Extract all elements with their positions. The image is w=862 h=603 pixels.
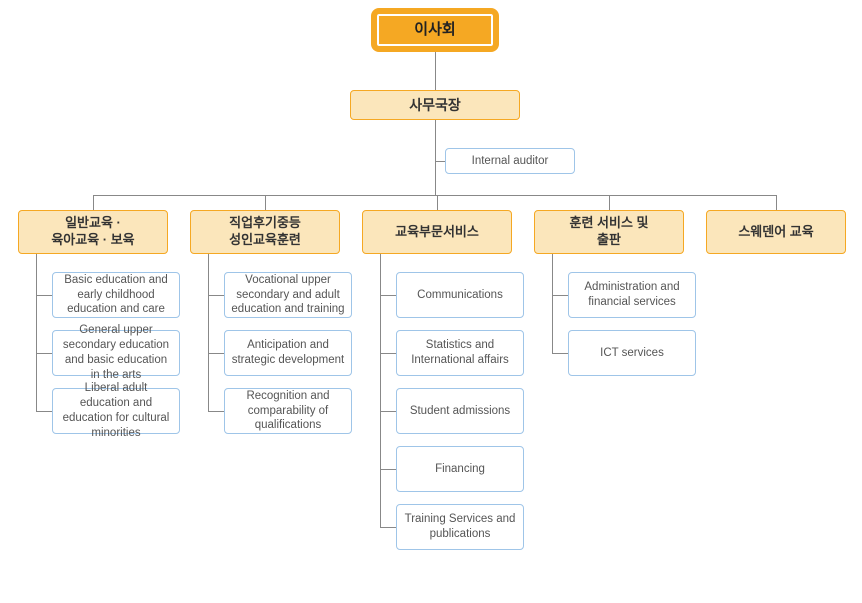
connector-line	[93, 195, 776, 196]
connector-line	[380, 411, 396, 412]
connector-line	[380, 469, 396, 470]
node-sub-1-0: Vocational upper secondary and adult edu…	[224, 272, 352, 318]
connector-line	[552, 254, 553, 353]
connector-line	[776, 195, 777, 210]
connector-line	[552, 295, 568, 296]
connector-line	[552, 353, 568, 354]
node-secretary: 사무국장	[350, 90, 520, 120]
node-sub-3-0: Administration and financial services	[568, 272, 696, 318]
org-chart: 이사회사무국장 Internal auditor 일반교육 ·육아교육 · 보육 직업…	[10, 10, 852, 593]
node-dept-2: 교육부문서비스	[362, 210, 512, 254]
connector-line	[36, 411, 52, 412]
node-dept-3: 훈련 서비스 및출판	[534, 210, 684, 254]
connector-line	[208, 254, 209, 411]
connector-line	[435, 52, 436, 90]
connector-line	[265, 195, 266, 210]
connector-line	[609, 195, 610, 210]
connector-line	[208, 411, 224, 412]
connector-line	[380, 527, 396, 528]
node-sub-2-3: Financing	[396, 446, 524, 492]
node-auditor: Internal auditor	[445, 148, 575, 174]
node-sub-0-1: General upper secondary education and ba…	[52, 330, 180, 376]
connector-line	[36, 295, 52, 296]
connector-line	[36, 254, 37, 411]
connector-line	[380, 295, 396, 296]
connector-line	[435, 161, 445, 162]
node-sub-1-1: Anticipation and strategic development	[224, 330, 352, 376]
connector-line	[208, 295, 224, 296]
connector-line	[208, 353, 224, 354]
connector-line	[437, 195, 438, 210]
node-dept-1: 직업후기중등성인교육훈련	[190, 210, 340, 254]
node-sub-0-0: Basic education and early childhood educ…	[52, 272, 180, 318]
node-sub-2-1: Statistics and International affairs	[396, 330, 524, 376]
node-dept-4: 스웨덴어 교육	[706, 210, 846, 254]
node-sub-0-2: Liberal adult education and education fo…	[52, 388, 180, 434]
node-sub-3-1: ICT services	[568, 330, 696, 376]
node-dept-0: 일반교육 ·육아교육 · 보육	[18, 210, 168, 254]
connector-line	[380, 353, 396, 354]
connector-line	[435, 120, 436, 195]
node-sub-2-0: Communications	[396, 272, 524, 318]
connector-line	[93, 195, 94, 210]
node-sub-2-2: Student admissions	[396, 388, 524, 434]
node-sub-2-4: Training Services and publications	[396, 504, 524, 550]
node-top: 이사회	[375, 12, 495, 48]
node-sub-1-2: Recognition and comparability of qualifi…	[224, 388, 352, 434]
connector-line	[36, 353, 52, 354]
